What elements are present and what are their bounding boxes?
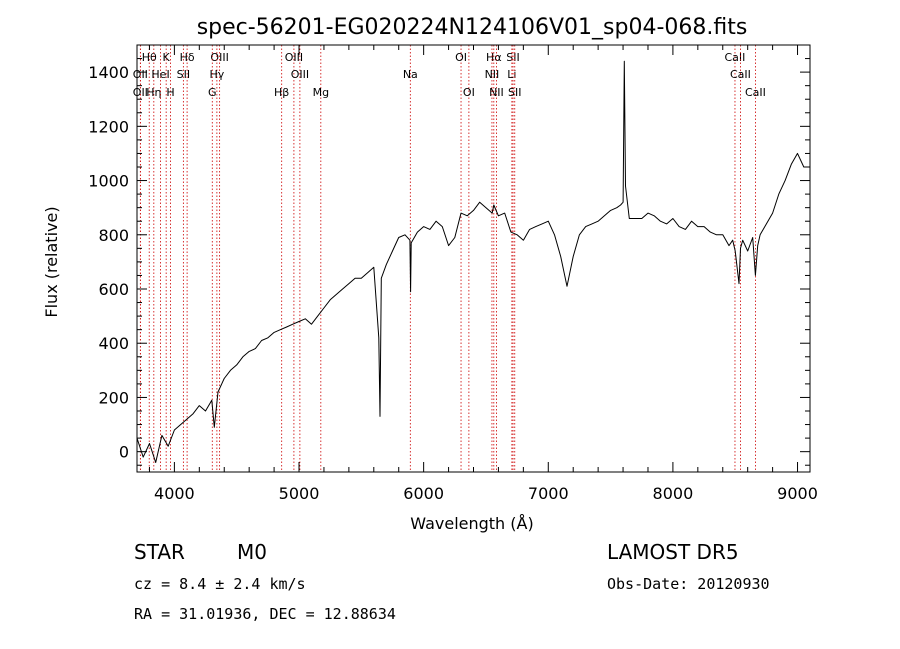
spectral-line-label: SII: [177, 68, 190, 81]
spectral-line-label: Hη: [146, 86, 161, 99]
survey-label: LAMOST DR5: [607, 540, 739, 564]
spectral-line-label: Li: [507, 68, 516, 81]
spectral-line-label: OIII: [285, 51, 303, 64]
y-tick-label: 1200: [88, 117, 129, 136]
subclass-label: M0: [237, 540, 267, 564]
spectrum-series: [136, 60, 805, 463]
spectral-line-label: SII: [506, 51, 519, 64]
x-axis-label: Wavelength (Å): [410, 514, 533, 533]
radec-text: RA = 31.01936, DEC = 12.88634: [134, 605, 396, 623]
y-tick-label: 1400: [88, 63, 129, 82]
plot-frame: [136, 44, 811, 473]
spectral-line-label: Hθ: [142, 51, 157, 64]
spectral-line-label: OI: [455, 51, 467, 64]
y-axis-label: Flux (relative): [42, 206, 61, 317]
y-tick-label: 400: [98, 334, 129, 353]
chart-title: spec-56201-EG020224N124106V01_sp04-068.f…: [197, 15, 748, 40]
spectral-line-label: G: [208, 86, 217, 99]
spectral-line-label: Hγ: [209, 68, 224, 81]
y-tick-label: 600: [98, 280, 129, 299]
spectral-line-label: Mg: [313, 86, 329, 99]
y-tick-label: 0: [119, 443, 129, 462]
spectrum-line: [136, 60, 805, 463]
spectral-line-label: OIII: [291, 68, 309, 81]
spectral-line-label: CaII: [725, 51, 746, 64]
y-tick-label: 800: [98, 226, 129, 245]
spectral-line-label: Na: [403, 68, 418, 81]
cz-text: cz = 8.4 ± 2.4 km/s: [134, 575, 306, 593]
x-axis-ticks: 4000 5000 6000 7000 8000 9000: [148, 45, 818, 503]
y-tick-label: 200: [98, 388, 129, 407]
spectral-line-label: Hδ: [180, 51, 195, 64]
spectral-line-label: OI: [463, 86, 475, 99]
spectral-line-label: NII: [485, 68, 500, 81]
spectral-line-label: Hα: [486, 51, 502, 64]
y-tick-label: 1000: [88, 172, 129, 191]
x-tick-label: 5000: [279, 484, 320, 503]
spectral-line-label: SII: [508, 86, 521, 99]
x-tick-label: 9000: [777, 484, 818, 503]
spectral-line-label: H: [166, 86, 174, 99]
x-tick-label: 4000: [154, 484, 195, 503]
y-axis-ticks: 0 200 400 600 800 1000 1200 1400: [88, 44, 810, 466]
spectral-line-label: CaII: [730, 68, 751, 81]
spectral-line-label: NII: [489, 86, 504, 99]
spectral-line-label: HeI: [151, 68, 169, 81]
obs-date-text: Obs-Date: 20120930: [607, 575, 770, 593]
spectral-line-label: Hβ: [274, 86, 289, 99]
spectral-line-label: CaII: [745, 86, 766, 99]
class-label: STAR: [134, 540, 185, 564]
x-tick-label: 7000: [528, 484, 569, 503]
spectral-line-label: OIII: [210, 51, 228, 64]
x-tick-label: 6000: [403, 484, 444, 503]
x-tick-label: 8000: [653, 484, 694, 503]
spectral-line-label: K: [163, 51, 171, 64]
